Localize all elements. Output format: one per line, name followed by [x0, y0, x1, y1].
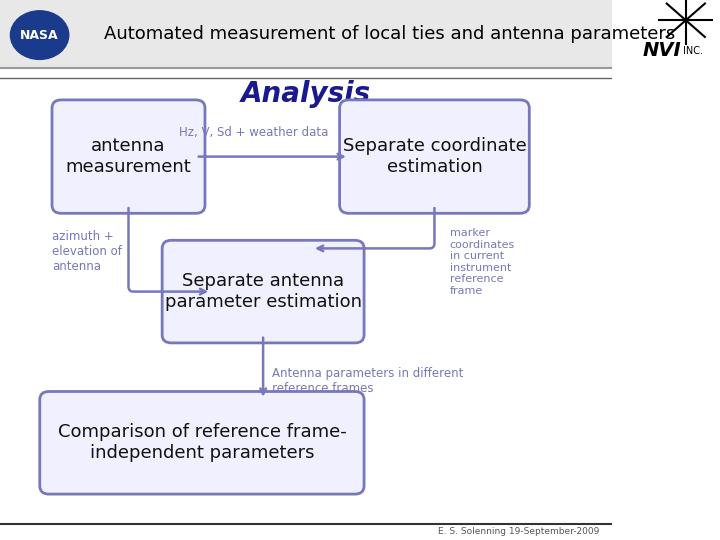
Text: NASA: NASA	[20, 29, 59, 42]
Text: azimuth +
elevation of
antenna: azimuth + elevation of antenna	[52, 230, 122, 273]
FancyBboxPatch shape	[340, 100, 529, 213]
Text: marker
coordinates
in current
instrument
reference
frame: marker coordinates in current instrument…	[450, 228, 515, 296]
FancyBboxPatch shape	[52, 100, 205, 213]
Text: Hz, V, Sd + weather data: Hz, V, Sd + weather data	[179, 126, 328, 139]
Text: Analysis: Analysis	[241, 80, 371, 109]
FancyBboxPatch shape	[162, 240, 364, 343]
Text: antenna
measurement: antenna measurement	[66, 137, 192, 176]
Circle shape	[11, 11, 69, 59]
FancyBboxPatch shape	[0, 0, 612, 68]
Text: NVI: NVI	[642, 41, 681, 60]
FancyBboxPatch shape	[40, 392, 364, 494]
Text: E. S. Solenning 19-September-2009: E. S. Solenning 19-September-2009	[438, 528, 600, 536]
Text: Separate antenna
parameter estimation: Separate antenna parameter estimation	[165, 272, 361, 311]
Text: Automated measurement of local ties and antenna parameters: Automated measurement of local ties and …	[104, 25, 675, 43]
Text: Comparison of reference frame-
independent parameters: Comparison of reference frame- independe…	[58, 423, 346, 462]
Text: Separate coordinate
estimation: Separate coordinate estimation	[343, 137, 526, 176]
Text: Antenna parameters in different
reference frames: Antenna parameters in different referenc…	[272, 367, 464, 395]
Text: INC.: INC.	[683, 45, 703, 56]
